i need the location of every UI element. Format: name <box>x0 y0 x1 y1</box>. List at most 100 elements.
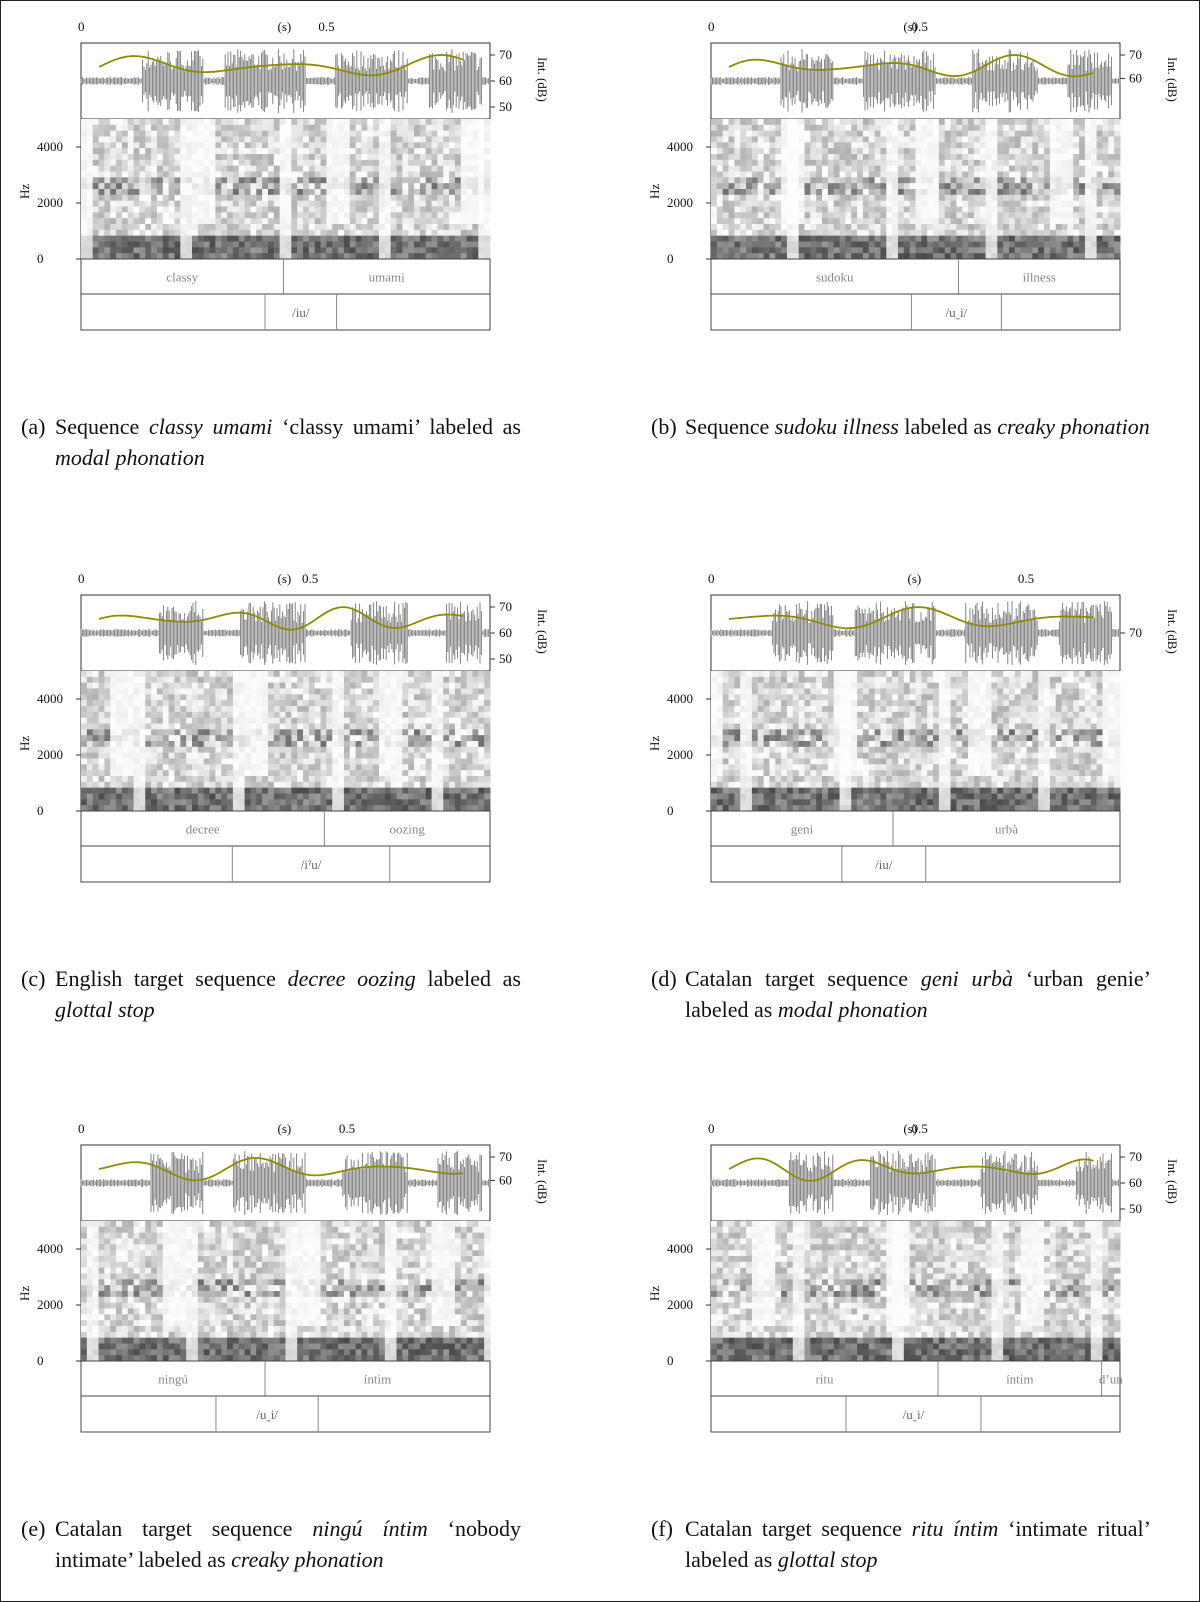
caption-text: Catalan target sequence ningú íntim ‘nob… <box>55 1513 521 1575</box>
word-label: geni <box>791 822 814 837</box>
caption-emphasis: modal phonation <box>55 445 205 470</box>
word-label: íntim <box>1006 1372 1033 1387</box>
time-tick-0: 0 <box>78 19 85 34</box>
word-label: ritu <box>815 1372 834 1387</box>
time-tick-0: 0 <box>78 1121 85 1136</box>
db-tick: 60 <box>1129 70 1142 85</box>
time-unit-label: (s) <box>278 19 292 34</box>
db-tick: 60 <box>499 625 512 640</box>
spectrogram <box>710 118 1121 260</box>
hz-tick: 0 <box>37 251 44 266</box>
hz-tick: 0 <box>667 1353 674 1368</box>
word-tier <box>710 1360 1121 1397</box>
frequency-axis-label: Hz <box>17 1286 32 1301</box>
db-tick: 60 <box>499 73 512 88</box>
caption-letter: (a) <box>21 414 46 439</box>
db-tick: 70 <box>499 599 512 614</box>
intensity-axis-label: Int. (dB) <box>1165 609 1180 654</box>
frequency-axis-label: Hz <box>647 736 662 751</box>
time-tick-0.5: 0.5 <box>1018 571 1034 586</box>
caption-text: Sequence sudoku illness labeled as creak… <box>685 411 1151 442</box>
hz-tick: 4000 <box>37 691 63 706</box>
caption-letter: (c) <box>21 966 46 991</box>
caption-run: Catalan target sequence <box>685 966 921 991</box>
caption-emphasis: decree oozing <box>287 966 416 991</box>
caption-text: Catalan target sequence ritu íntim ‘inti… <box>685 1513 1151 1575</box>
vowel-tier <box>710 845 1121 883</box>
caption-letter: (f) <box>651 1516 673 1541</box>
waveform <box>710 601 1121 665</box>
hz-tick: 4000 <box>667 139 693 154</box>
caption-run: ‘intimate ritual’ labeled as <box>685 1516 1151 1572</box>
caption-run: Sequence <box>685 414 775 439</box>
caption-run: Catalan target sequence <box>55 1516 313 1541</box>
hz-tick: 4000 <box>37 1241 63 1256</box>
caption-text: Catalan target sequence geni urbà ‘urban… <box>685 963 1151 1025</box>
db-tick: 70 <box>1129 625 1142 640</box>
time-tick-0.5: 0.5 <box>318 19 334 34</box>
time-unit-label: (s) <box>903 19 917 34</box>
caption-emphasis: geni urbà <box>920 966 1014 991</box>
word-label: d’un <box>1099 1372 1123 1387</box>
vowel-tier <box>710 293 1121 331</box>
hz-tick: 2000 <box>667 747 693 762</box>
word-tier <box>80 810 491 847</box>
praat-figure-c: 0 (s) 0.5 70 60 50 Int. (dB) 4000 2000 0 Hz decree o… <box>17 571 550 883</box>
intensity-axis-label: Int. (dB) <box>1165 1159 1180 1204</box>
db-tick: 70 <box>499 1149 512 1164</box>
spectrogram <box>710 1220 1121 1362</box>
spectrogram <box>80 670 491 812</box>
hz-tick: 2000 <box>667 195 693 210</box>
vowel-sequence-label: /iˀu/ <box>301 857 322 872</box>
intensity-curve <box>98 606 464 631</box>
caption-emphasis: creaky phonation <box>997 414 1150 439</box>
hz-tick: 0 <box>667 803 674 818</box>
caption-run: English target sequence <box>55 966 288 991</box>
caption-emphasis: classy umami <box>149 414 273 439</box>
intensity-curve <box>728 606 1094 630</box>
frequency-axis-label: Hz <box>647 1286 662 1301</box>
spectrogram <box>80 1220 491 1362</box>
db-tick: 70 <box>499 47 512 62</box>
caption-text: English target sequence decree oozing la… <box>55 963 521 1025</box>
word-label: decree <box>186 822 220 837</box>
vowel-tier <box>80 1395 491 1433</box>
db-tick: 60 <box>499 1172 512 1187</box>
intensity-axis-label: Int. (dB) <box>535 609 550 654</box>
vowel-sequence-label: /iu/ <box>292 305 310 320</box>
time-tick-0: 0 <box>78 571 85 586</box>
word-tier <box>80 1360 491 1397</box>
caption-text: Sequence classy umami ‘classy umami’ lab… <box>55 411 521 473</box>
figure-panel-f: 0 (s) 0.5 70 60 50 Int. (dB) 4000 2000 0 Hz ritu ínt… <box>647 1121 1200 1572</box>
hz-tick: 4000 <box>37 139 63 154</box>
caption-emphasis: glottal stop <box>777 1547 878 1572</box>
caption-emphasis: creaky phonation <box>231 1547 384 1572</box>
praat-figure-e: 0 (s) 0.5 70 60 Int. (dB) 4000 2000 0 Hz ningú ínti… <box>17 1121 550 1433</box>
word-label: illness <box>1023 270 1056 285</box>
frequency-axis-label: Hz <box>647 184 662 199</box>
time-tick-0: 0 <box>708 571 715 586</box>
frequency-axis-label: Hz <box>17 736 32 751</box>
hz-tick: 2000 <box>37 747 63 762</box>
caption-run: labeled as <box>415 966 521 991</box>
word-label: ningú <box>158 1372 188 1387</box>
waveform <box>710 49 1121 113</box>
spectrogram <box>710 670 1121 812</box>
vowel-sequence-label: /u˷i/ <box>946 305 968 320</box>
caption-emphasis: ritu íntim <box>911 1516 999 1541</box>
figure-panel-b: 0 (s) 0.5 70 60 Int. (dB) 4000 2000 0 Hz sudoku ill… <box>647 19 1200 442</box>
time-unit-label: (s) <box>278 1121 292 1136</box>
time-tick-0: 0 <box>708 19 715 34</box>
hz-tick: 2000 <box>37 1297 63 1312</box>
db-tick: 50 <box>499 651 512 666</box>
time-unit-label: (s) <box>278 571 292 586</box>
caption-run: Catalan target sequence <box>685 1516 912 1541</box>
caption-run: ‘classy umami’ labeled as <box>272 414 521 439</box>
figure-panel-a: 0 (s) 0.5 70 60 50 Int. (dB) 4000 2000 0 Hz classy u… <box>17 19 581 470</box>
frequency-axis-label: Hz <box>17 184 32 199</box>
spectrogram <box>80 118 491 260</box>
time-tick-0: 0 <box>708 1121 715 1136</box>
db-tick: 50 <box>1129 1201 1142 1216</box>
vowel-sequence-label: /u˷i/ <box>903 1407 925 1422</box>
